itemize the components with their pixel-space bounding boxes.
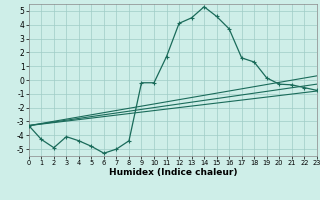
X-axis label: Humidex (Indice chaleur): Humidex (Indice chaleur) [108,168,237,177]
